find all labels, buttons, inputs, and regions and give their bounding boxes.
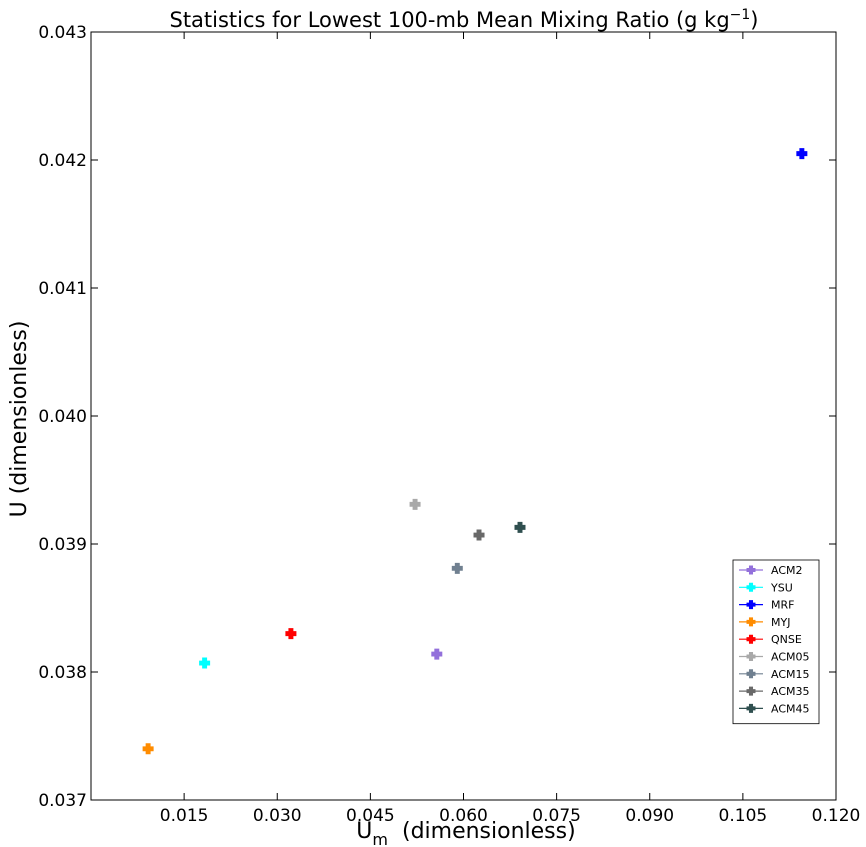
legend-marker-acm45 xyxy=(746,703,756,713)
x-tick-label: 0.060 xyxy=(439,806,488,826)
data-point-acm15 xyxy=(451,562,463,574)
legend-label-ysu: YSU xyxy=(770,581,793,594)
legend-label-myj: MYJ xyxy=(771,616,790,629)
y-tick-label: 0.039 xyxy=(38,535,87,555)
y-tick-label: 0.041 xyxy=(38,279,87,299)
x-tick-label: 0.105 xyxy=(719,806,768,826)
legend-marker-acm05 xyxy=(746,652,756,661)
x-tick-label: 0.030 xyxy=(253,806,302,826)
legend-marker-mrf xyxy=(746,600,756,610)
chart-title-superscript: −1 xyxy=(730,7,751,23)
x-axis-title-rest: (dimensionless) xyxy=(388,819,576,844)
x-tick-label: 0.075 xyxy=(532,806,581,826)
legend-marker-qnse xyxy=(746,634,756,644)
y-tick-label: 0.043 xyxy=(38,23,87,43)
y-axis-title: U (dimensionless) xyxy=(7,321,32,518)
legend-marker-acm2 xyxy=(746,565,756,575)
tick-layer: 0.015 0.030 0.045 0.060 0.075 0.090 0.105 0.120… xyxy=(38,23,860,826)
legend-marker-acm35 xyxy=(746,686,756,696)
legend-marker-acm15 xyxy=(746,669,756,679)
chart-title: Statistics for Lowest 100-mb Mean Mixing… xyxy=(169,7,758,32)
chart-title-main: Statistics for Lowest 100-mb Mean Mixing… xyxy=(169,8,729,32)
legend-label-acm35: ACM35 xyxy=(771,685,810,698)
data-point-acm45 xyxy=(514,521,526,533)
data-point-acm35 xyxy=(473,529,485,541)
plot-frame xyxy=(90,31,837,801)
x-tick-label: 0.090 xyxy=(625,806,674,826)
data-points xyxy=(142,148,808,755)
legend-label-qnse: QNSE xyxy=(771,633,802,646)
data-point-acm05 xyxy=(409,498,421,510)
legend-marker-myj xyxy=(746,617,756,627)
legend-label-acm05: ACM05 xyxy=(771,651,810,664)
y-tick-label: 0.038 xyxy=(38,663,87,683)
legend-label-mrf: MRF xyxy=(771,599,794,612)
legend: ACM2 YSU MRF MYJ QNSE ACM05 ACM15 ACM35 ACM45 xyxy=(732,559,820,725)
x-tick-label: 0.045 xyxy=(346,806,395,826)
x-tick-label: 0.015 xyxy=(160,806,209,826)
legend-marker-ysu xyxy=(746,582,756,592)
x-axis-title-subscript: m xyxy=(372,830,388,847)
y-tick-label: 0.037 xyxy=(38,791,87,811)
legend-label-acm45: ACM45 xyxy=(771,702,810,715)
y-tick-label: 0.040 xyxy=(38,407,87,427)
legend-label-acm15: ACM15 xyxy=(771,668,810,681)
data-point-mrf xyxy=(796,148,808,160)
legend-label-acm2: ACM2 xyxy=(771,564,803,577)
data-point-qnse xyxy=(285,628,297,640)
data-point-acm2 xyxy=(431,648,443,660)
x-axis-title-main: U xyxy=(356,819,372,844)
x-axis-title: Um (dimensionless) xyxy=(356,819,575,847)
chart-title-end: ) xyxy=(750,8,758,32)
x-tick-label: 0.120 xyxy=(812,806,861,826)
data-point-ysu xyxy=(199,657,211,669)
y-tick-label: 0.042 xyxy=(38,151,87,171)
data-point-myj xyxy=(142,743,154,755)
